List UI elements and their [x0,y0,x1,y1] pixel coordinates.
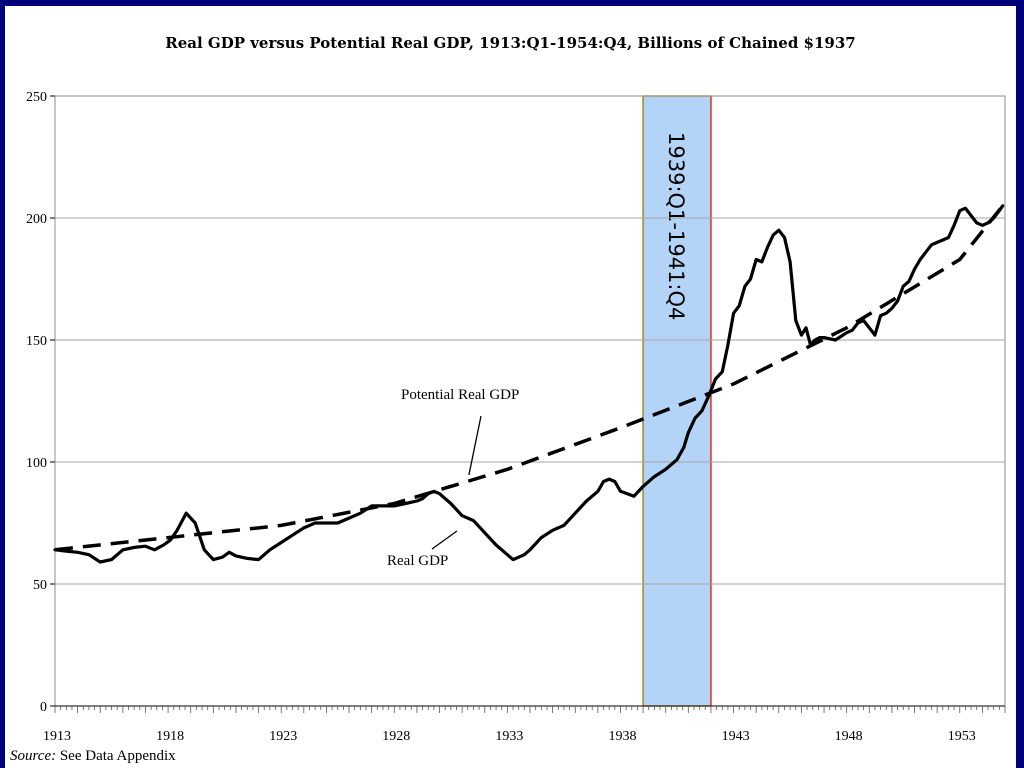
source-label: Source: [10,748,57,764]
series-layer [53,204,1005,564]
plot-area-border [54,95,1006,707]
annotation-leader-real [431,530,458,550]
x-tick-label-1918: 1918 [156,729,184,744]
series-line-potential-real-gdp [54,204,1005,552]
annotation-potential-real-gdp: Potential Real GDP [401,387,519,403]
x-tick-label-1943: 1943 [722,729,750,744]
y-tick-label-200: 200 [26,212,47,227]
y-tick-label-100: 100 [26,456,47,471]
x-tick-label-1933: 1933 [495,729,523,744]
y-tick-label-250: 250 [26,90,47,105]
annotation-real-gdp: Real GDP [387,553,448,569]
x-tick-label-1938: 1938 [608,729,636,744]
x-tick-label-1948: 1948 [835,729,863,744]
x-tick-label-1913: 1913 [43,729,71,744]
y-tick-label-150: 150 [26,334,47,349]
line-chart: 1939:Q1-1941:Q4 0 50 100 150 200 250 1913 1918 1… [26,90,1006,744]
source-text: See Data Appendix [59,748,176,764]
x-tick-label-1953: 1953 [948,729,976,744]
grid-layer [54,95,1006,707]
source-note: Source: See Data Appendix [10,748,176,765]
x-tick-label-1928: 1928 [382,729,410,744]
shaded-band-layer: 1939:Q1-1941:Q4 [642,95,712,707]
y-tick-label-0: 0 [40,700,47,715]
chart-title: Real GDP versus Potential Real GDP, 1913… [165,34,856,52]
annotation-leader-potential [468,415,482,476]
shaded-region-label: 1939:Q1-1941:Q4 [664,132,688,320]
x-tick-label-1923: 1923 [269,729,297,744]
y-tick-label-50: 50 [33,578,47,593]
series-line-real-gdp [53,204,1005,564]
annotation-layer: Potential Real GDP Real GDP [387,387,519,569]
chart-frame: Real GDP versus Potential Real GDP, 1913… [5,6,1016,768]
shaded-region [643,96,711,706]
